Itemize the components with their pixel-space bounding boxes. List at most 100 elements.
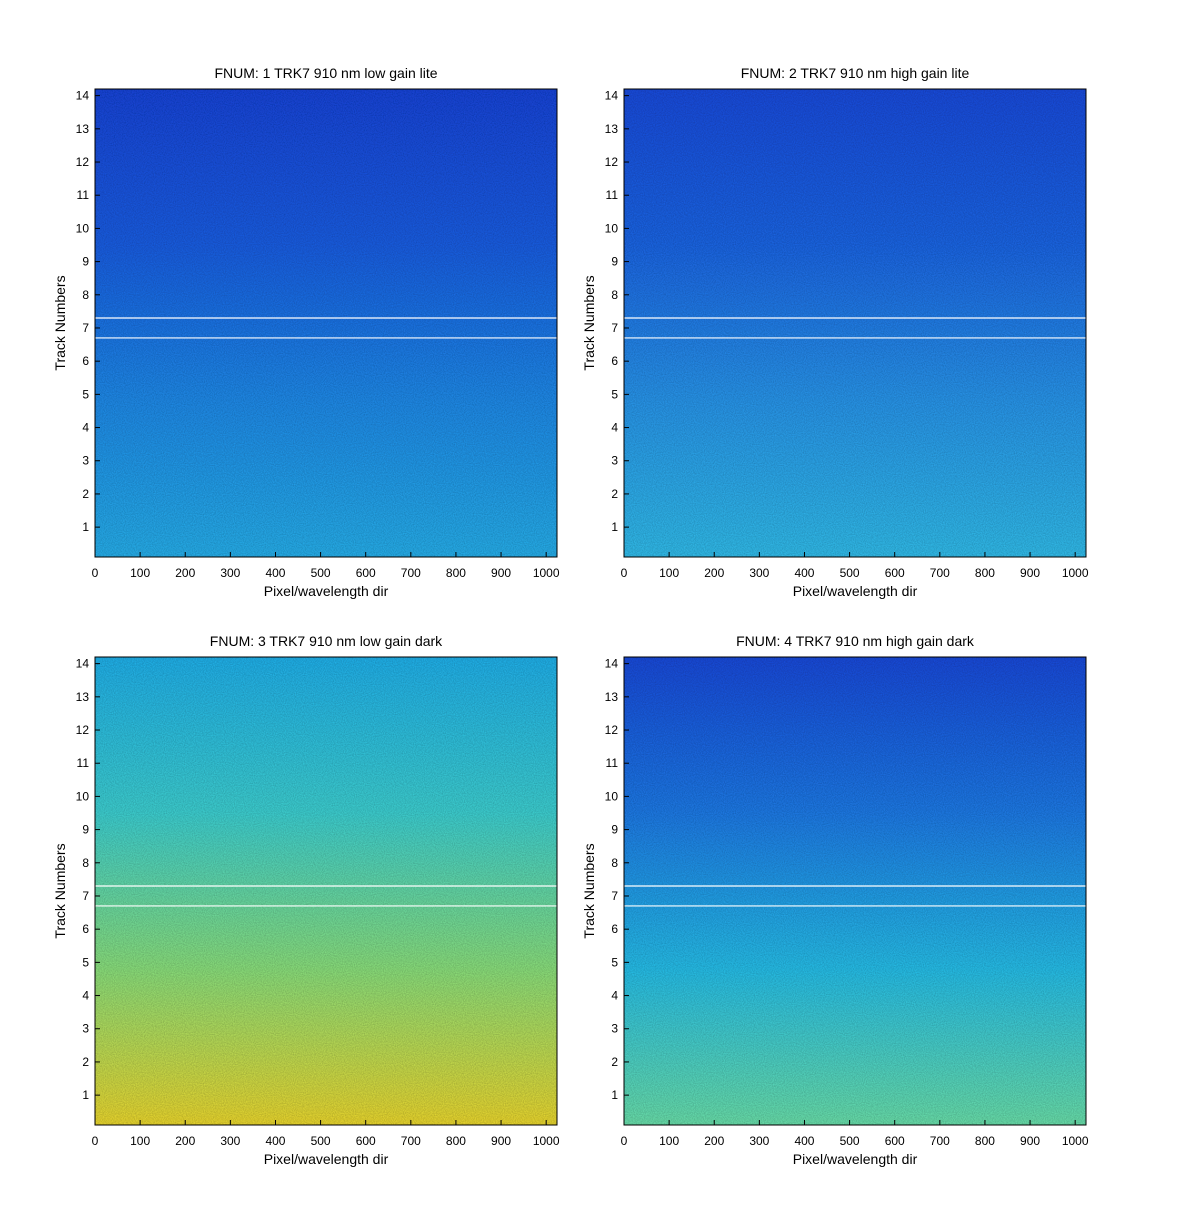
y-tick-label: 13 (76, 122, 90, 136)
y-tick-label: 1 (611, 1088, 618, 1102)
y-tick-label: 2 (611, 1055, 618, 1069)
x-tick-label: 500 (311, 1134, 331, 1148)
x-tick-label: 300 (749, 1134, 769, 1148)
y-tick-label: 12 (605, 155, 619, 169)
heatmap-image (624, 657, 1086, 1125)
x-tick-label: 500 (840, 566, 860, 580)
chart-title: FNUM: 4 TRK7 910 nm high gain dark (736, 633, 975, 649)
x-tick-label: 300 (220, 1134, 240, 1148)
y-tick-label: 10 (605, 221, 619, 235)
y-tick-label: 13 (76, 690, 90, 704)
x-tick-label: 700 (930, 1134, 950, 1148)
x-tick-label: 100 (130, 566, 150, 580)
x-tick-label: 400 (265, 566, 285, 580)
y-tick-label: 11 (77, 756, 90, 770)
y-tick-label: 6 (82, 922, 89, 936)
x-tick-label: 900 (1020, 1134, 1040, 1148)
x-tick-label: 1000 (533, 1134, 560, 1148)
y-tick-label: 8 (82, 856, 89, 870)
heatmap-image (95, 89, 557, 557)
y-tick-label: 4 (611, 421, 618, 435)
y-tick-label: 9 (611, 255, 618, 269)
y-tick-label: 11 (606, 756, 619, 770)
y-tick-label: 11 (77, 188, 90, 202)
y-axis-label: Track Numbers (581, 275, 597, 370)
chart-title: FNUM: 2 TRK7 910 nm high gain lite (741, 65, 970, 81)
axes-box (94, 88, 558, 558)
y-tick-label: 10 (76, 221, 90, 235)
x-tick-label: 100 (130, 1134, 150, 1148)
x-tick-label: 200 (704, 566, 724, 580)
axes-box (94, 656, 558, 1126)
x-tick-label: 600 (356, 566, 376, 580)
x-tick-label: 1000 (1062, 566, 1089, 580)
chart-title: FNUM: 1 TRK7 910 nm low gain lite (214, 65, 437, 81)
x-tick-label: 200 (704, 1134, 724, 1148)
y-axis-label: Track Numbers (52, 843, 68, 938)
heatmap-image (624, 89, 1086, 557)
y-tick-label: 5 (611, 955, 618, 969)
y-tick-label: 2 (82, 1055, 89, 1069)
y-tick-label: 9 (82, 255, 89, 269)
y-tick-label: 2 (611, 487, 618, 501)
y-tick-label: 8 (611, 288, 618, 302)
y-tick-label: 9 (82, 823, 89, 837)
x-axis-label: Pixel/wavelength dir (793, 583, 918, 599)
x-tick-label: 200 (175, 1134, 195, 1148)
y-tick-label: 3 (82, 1022, 89, 1036)
x-tick-label: 0 (92, 566, 99, 580)
x-tick-label: 100 (659, 1134, 679, 1148)
y-tick-label: 7 (82, 889, 89, 903)
y-tick-label: 4 (82, 421, 89, 435)
x-tick-label: 800 (446, 566, 466, 580)
y-tick-label: 1 (82, 1088, 89, 1102)
x-tick-label: 700 (401, 566, 421, 580)
y-tick-label: 13 (605, 690, 619, 704)
x-tick-label: 100 (659, 566, 679, 580)
x-tick-label: 800 (975, 566, 995, 580)
y-tick-label: 6 (611, 922, 618, 936)
y-tick-label: 10 (76, 789, 90, 803)
y-tick-label: 7 (611, 321, 618, 335)
x-tick-label: 400 (794, 566, 814, 580)
x-tick-label: 1000 (1062, 1134, 1089, 1148)
axes-box (623, 656, 1087, 1126)
y-tick-label: 3 (82, 454, 89, 468)
y-tick-label: 6 (82, 354, 89, 368)
y-tick-label: 4 (82, 989, 89, 1003)
y-tick-label: 1 (82, 520, 89, 534)
y-tick-label: 12 (76, 723, 90, 737)
x-axis-label: Pixel/wavelength dir (793, 1151, 918, 1167)
x-tick-label: 600 (885, 1134, 905, 1148)
y-tick-label: 9 (611, 823, 618, 837)
y-tick-label: 1 (611, 520, 618, 534)
x-tick-label: 300 (220, 566, 240, 580)
x-tick-label: 0 (621, 566, 628, 580)
x-tick-label: 200 (175, 566, 195, 580)
x-tick-label: 500 (840, 1134, 860, 1148)
y-tick-label: 7 (611, 889, 618, 903)
y-tick-label: 7 (82, 321, 89, 335)
y-tick-label: 4 (611, 989, 618, 1003)
x-tick-label: 0 (621, 1134, 628, 1148)
x-tick-label: 400 (794, 1134, 814, 1148)
x-tick-label: 900 (1020, 566, 1040, 580)
x-tick-label: 300 (749, 566, 769, 580)
axes-box (623, 88, 1087, 558)
y-tick-label: 3 (611, 454, 618, 468)
x-tick-label: 900 (491, 1134, 511, 1148)
x-tick-label: 1000 (533, 566, 560, 580)
x-tick-label: 800 (446, 1134, 466, 1148)
y-tick-label: 12 (76, 155, 90, 169)
y-tick-label: 11 (606, 188, 619, 202)
x-axis-label: Pixel/wavelength dir (264, 583, 389, 599)
y-tick-label: 14 (605, 89, 619, 103)
y-tick-label: 14 (76, 657, 90, 671)
x-tick-label: 400 (265, 1134, 285, 1148)
heatmap-image (95, 657, 557, 1125)
x-tick-label: 700 (401, 1134, 421, 1148)
x-axis-label: Pixel/wavelength dir (264, 1151, 389, 1167)
y-tick-label: 5 (611, 387, 618, 401)
